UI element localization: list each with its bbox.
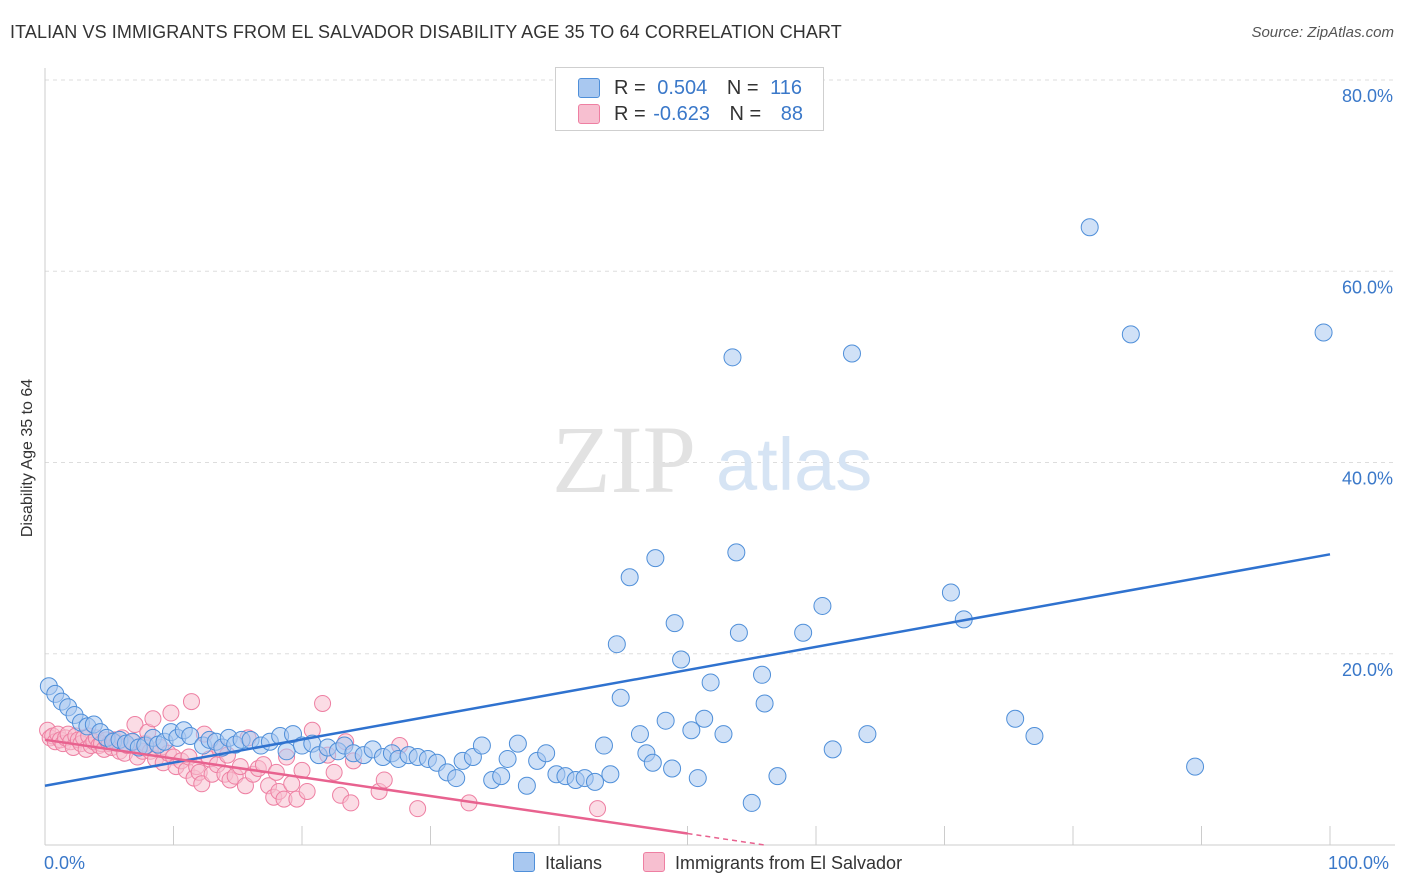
italian-point (755, 694, 774, 713)
italian-point (585, 772, 604, 791)
immigrant-point (283, 775, 301, 793)
italian-point (723, 348, 742, 367)
legend-row-immigrants: R = -0.623 N = 88 (556, 101, 823, 127)
legend-r-label: R = (614, 103, 646, 125)
legend-r-value: 0.504 (657, 77, 708, 99)
y-tick-label: 40.0% (1342, 469, 1393, 489)
italian-point (742, 793, 761, 812)
italian-point (941, 583, 960, 602)
italian-point (630, 725, 649, 744)
italian-point (695, 709, 714, 728)
bottom-legend-italians: Italians (513, 852, 602, 874)
italian-point (858, 725, 877, 744)
immigrant-point (409, 800, 427, 818)
legend-r-label: R = (614, 77, 646, 99)
grid-lines (45, 79, 1395, 655)
italian-point (842, 344, 861, 363)
correlation-legend: R = 0.504 N = 116 R = -0.623 N = 88 (555, 67, 824, 131)
y-tick-label: 20.0% (1342, 660, 1393, 680)
legend-n-value: 88 (780, 103, 804, 125)
legend-n-value: 116 (770, 77, 803, 99)
italian-point (714, 725, 733, 744)
italian-point (729, 623, 748, 642)
italian-point (1314, 323, 1333, 342)
italian-point (492, 767, 511, 786)
italian-point (611, 688, 630, 707)
italian-point (643, 753, 662, 772)
italian-point (1121, 325, 1140, 344)
immigrant-point (589, 800, 607, 818)
legend-r-value: -0.623 (653, 103, 710, 125)
italian-point (823, 740, 842, 759)
watermark-zip: ZIP (552, 406, 696, 513)
italian-point (181, 726, 200, 745)
immigrants-trend-line (44, 738, 688, 835)
italian-point (601, 765, 620, 784)
immigrant-point (342, 794, 360, 812)
immigrants-trend-extension (687, 832, 765, 846)
italian-point (1080, 218, 1099, 237)
x-tick-max: 100.0% (1328, 853, 1390, 873)
trend-lines (44, 553, 1331, 846)
italian-point (537, 744, 556, 763)
italian-point (447, 769, 466, 788)
italian-point (656, 711, 675, 730)
bottom-legend-label: Immigrants from El Salvador (675, 853, 903, 873)
italian-point (753, 665, 772, 684)
immigrant-point (126, 716, 144, 734)
immigrant-point (144, 710, 162, 728)
italian-point (620, 568, 639, 587)
y-tick-label: 80.0% (1342, 86, 1393, 106)
immigrant-point (375, 771, 393, 789)
legend-n-label: N = (726, 77, 759, 99)
bottom-legend-label: Italians (545, 853, 603, 873)
legend-swatch-blue (578, 78, 600, 98)
italian-point (1006, 709, 1025, 728)
immigrant-point (298, 782, 316, 800)
italian-point (682, 721, 701, 740)
italian-point (508, 734, 527, 753)
x-tick-min: 0.0% (44, 853, 86, 873)
legend-swatch-pink (578, 104, 600, 124)
italian-point (813, 596, 832, 615)
italian-point (688, 769, 707, 788)
immigrant-point (182, 693, 200, 711)
italian-point (1186, 757, 1205, 776)
italian-point (517, 776, 536, 795)
y-axis-label: Disability Age 35 to 64 (19, 378, 36, 538)
italian-point (663, 759, 682, 778)
italian-point (1025, 726, 1044, 745)
italian-point (472, 736, 491, 755)
source-label: Source: ZipAtlas.com (1251, 24, 1394, 41)
y-tick-label: 60.0% (1342, 277, 1393, 297)
italian-point (727, 543, 746, 562)
series-italians-points (39, 218, 1333, 812)
italian-point (768, 767, 787, 786)
italian-point (646, 549, 665, 568)
bottom-legend-swatch-pink (643, 852, 665, 872)
immigrant-point (162, 704, 180, 722)
italian-point (794, 623, 813, 642)
axes (44, 68, 1395, 846)
italian-point (701, 673, 720, 692)
italian-point (672, 650, 691, 669)
italians-trend-line (44, 553, 1331, 787)
watermark-atlas: atlas (716, 423, 872, 506)
italian-point (498, 749, 517, 768)
watermark: ZIP atlas (552, 406, 872, 513)
immigrant-point (325, 763, 343, 781)
bottom-legend-swatch-blue (513, 852, 535, 872)
italian-point (665, 614, 684, 633)
chart-title: ITALIAN VS IMMIGRANTS FROM EL SALVADOR D… (10, 22, 842, 42)
italian-point (594, 736, 613, 755)
italian-point (277, 742, 296, 761)
legend-n-label: N = (729, 103, 762, 125)
bottom-legend-immigrants: Immigrants from El Salvador (643, 852, 902, 874)
immigrant-point (314, 694, 332, 712)
y-tick-labels: 20.0% 40.0% 60.0% 80.0% (1342, 86, 1393, 680)
legend-row-italians: R = 0.504 N = 116 (556, 75, 823, 101)
italian-point (607, 635, 626, 654)
